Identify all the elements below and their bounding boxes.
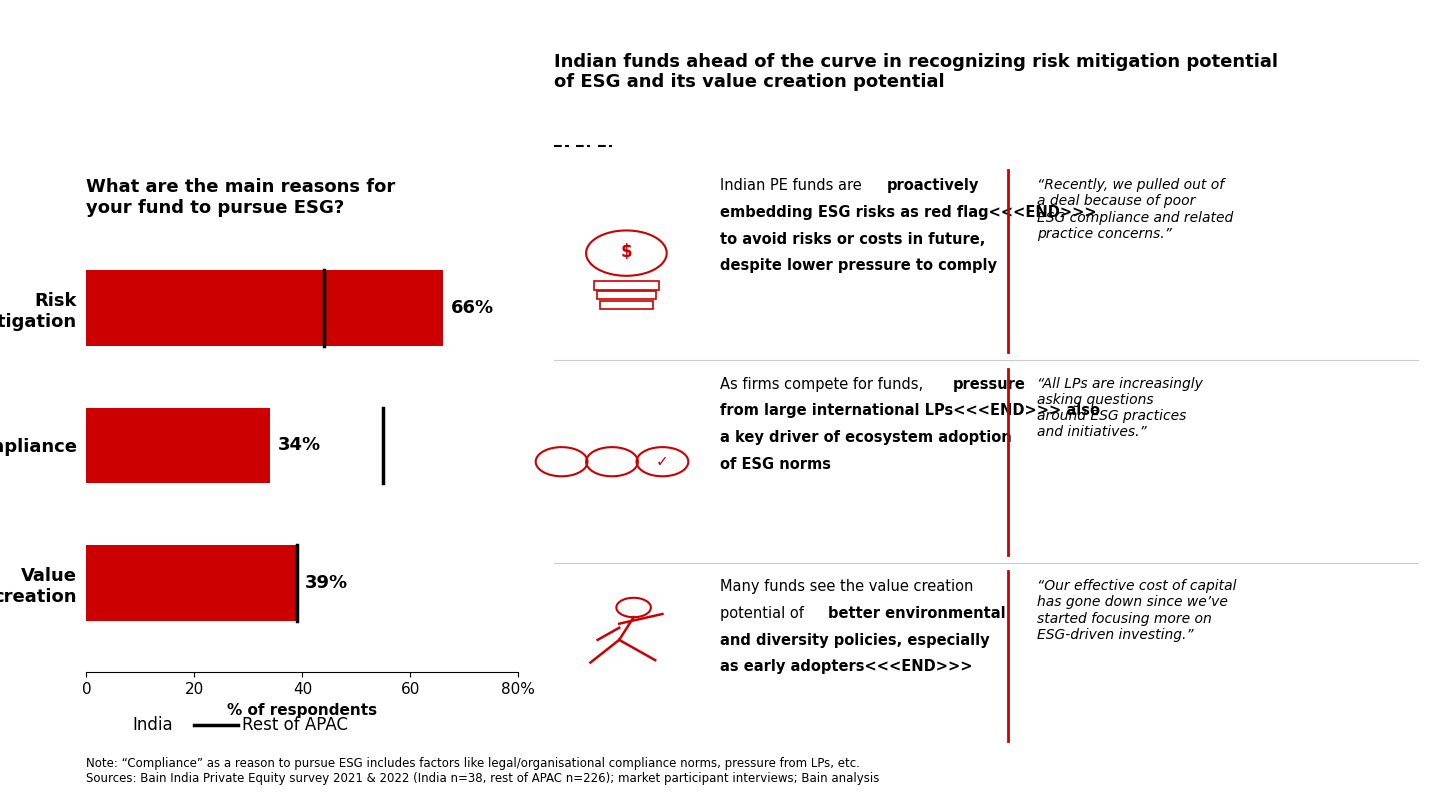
Text: and diversity policies, especially: and diversity policies, especially xyxy=(720,633,989,648)
Text: India: India xyxy=(132,716,173,734)
Bar xyxy=(86,271,444,346)
Text: embedding ESG risks as red flag<<<END>>>: embedding ESG risks as red flag<<<END>>> xyxy=(720,205,1097,220)
Text: “Recently, we pulled out of
a deal because of poor
ESG compliance and related
pr: “Recently, we pulled out of a deal becau… xyxy=(1037,178,1233,241)
Text: to avoid risks or costs in future,: to avoid risks or costs in future, xyxy=(720,232,985,247)
Text: despite lower pressure to comply: despite lower pressure to comply xyxy=(720,258,996,274)
Text: $: $ xyxy=(621,242,632,261)
Text: proactively: proactively xyxy=(887,178,979,194)
Text: 39%: 39% xyxy=(305,574,348,592)
Text: Note: “Compliance” as a reason to pursue ESG includes factors like legal/organis: Note: “Compliance” as a reason to pursue… xyxy=(86,757,880,786)
Text: 66%: 66% xyxy=(451,299,494,317)
Text: Many funds see the value creation: Many funds see the value creation xyxy=(720,579,973,595)
Text: ✓: ✓ xyxy=(657,454,668,469)
Text: better environmental: better environmental xyxy=(828,606,1005,621)
X-axis label: % of respondents: % of respondents xyxy=(228,702,377,718)
Bar xyxy=(86,407,271,484)
Text: pressure: pressure xyxy=(953,377,1025,392)
Text: 34%: 34% xyxy=(278,437,321,454)
Text: “Our effective cost of capital
has gone down since we’ve
started focusing more o: “Our effective cost of capital has gone … xyxy=(1037,579,1237,642)
Text: as early adopters<<<END>>>: as early adopters<<<END>>> xyxy=(720,659,972,675)
Text: a key driver of ecosystem adoption: a key driver of ecosystem adoption xyxy=(720,430,1012,446)
Text: “All LPs are increasingly
asking questions
around ESG practices
and initiatives.: “All LPs are increasingly asking questio… xyxy=(1037,377,1202,439)
Text: Indian funds ahead of the curve in recognizing risk mitigation potential
of ESG : Indian funds ahead of the curve in recog… xyxy=(554,53,1279,92)
Text: potential of: potential of xyxy=(720,606,808,621)
Text: Indian PE funds are: Indian PE funds are xyxy=(720,178,867,194)
Text: Rest of APAC: Rest of APAC xyxy=(242,716,348,734)
Text: of ESG norms: of ESG norms xyxy=(720,457,831,472)
Text: from large international LPs<<<END>>> also: from large international LPs<<<END>>> al… xyxy=(720,403,1100,419)
Text: What are the main reasons for
your fund to pursue ESG?: What are the main reasons for your fund … xyxy=(86,178,396,217)
Bar xyxy=(86,545,297,620)
Text: As firms compete for funds,: As firms compete for funds, xyxy=(720,377,927,392)
